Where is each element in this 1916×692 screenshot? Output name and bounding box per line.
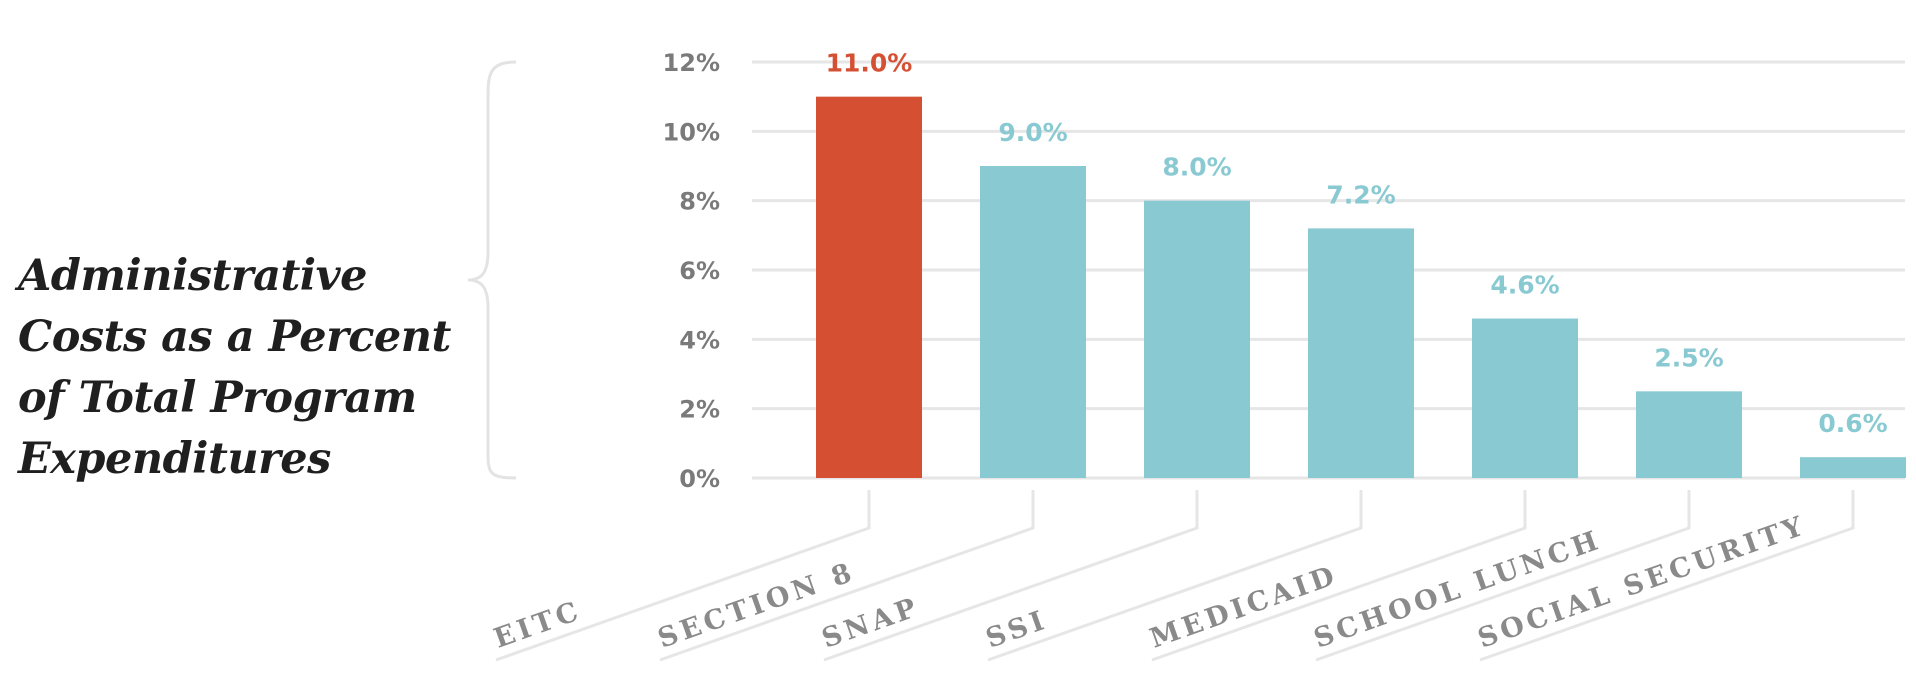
- category-leader-line: [823, 490, 1199, 662]
- data-label: 8.0%: [1162, 153, 1231, 182]
- x-tick-label: MEDICAID: [1146, 560, 1342, 655]
- title-bracket: [467, 60, 517, 480]
- data-label: 7.2%: [1326, 180, 1395, 209]
- data-label: 4.6%: [1490, 271, 1559, 300]
- bar: [1800, 457, 1906, 478]
- category-leader-line: [987, 490, 1363, 662]
- y-tick-label: 8%: [679, 188, 720, 216]
- category-leader-line: [1479, 490, 1855, 662]
- chart-title-line-2: Costs as a Percent: [18, 312, 451, 362]
- x-tick-label: SNAP: [818, 592, 924, 655]
- data-label: 2.5%: [1654, 343, 1723, 372]
- category-leader-line: [1151, 490, 1527, 662]
- data-label: 0.6%: [1818, 409, 1887, 438]
- bar: [1144, 200, 1250, 478]
- category-leader-line: [1315, 490, 1691, 662]
- bar: [1636, 391, 1742, 478]
- chart-title: Administrative Costs as a Percent of Tot…: [18, 246, 451, 490]
- y-tick-label: 10%: [663, 118, 720, 146]
- chart-title-line-3: of Total Program: [18, 373, 417, 423]
- y-tick-label: 6%: [679, 257, 720, 285]
- y-tick-label: 12%: [663, 49, 720, 77]
- data-label: 9.0%: [998, 118, 1067, 147]
- chart-title-line-1: Administrative: [18, 251, 368, 301]
- category-leader-line: [495, 490, 871, 662]
- y-tick-label: 2%: [679, 396, 720, 424]
- data-label: 11.0%: [826, 49, 913, 78]
- bar: [980, 166, 1086, 478]
- y-tick-label: 0%: [679, 465, 720, 493]
- x-tick-label: SSI: [982, 604, 1052, 654]
- category-leader-line: [659, 490, 1035, 662]
- chart-title-line-4: Expenditures: [18, 434, 331, 484]
- y-tick-label: 4%: [679, 326, 720, 354]
- bar: [1472, 318, 1578, 478]
- bar: [816, 96, 922, 479]
- bar: [1308, 228, 1414, 478]
